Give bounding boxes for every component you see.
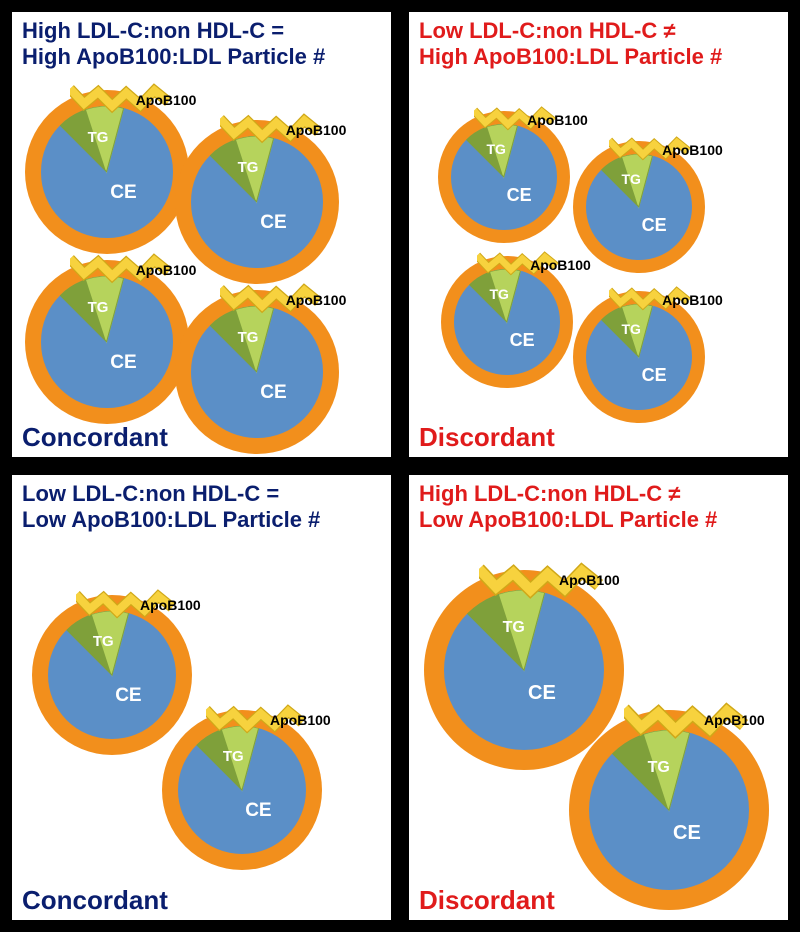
- tg-region: [48, 611, 176, 739]
- tg-label: TG: [621, 321, 640, 337]
- panel-discordant-low-ldlc: Low LDL-C:non HDL-C ≠ High ApoB100:LDL P…: [403, 6, 794, 463]
- panel-footer: Discordant: [419, 885, 555, 916]
- tg-label: TG: [88, 299, 109, 316]
- particle-inner: CE TG: [41, 276, 172, 407]
- apob-label: ApoB100: [662, 292, 723, 308]
- heading-line-2: Low ApoB100:LDL Particle #: [22, 507, 385, 533]
- particle-inner: CE TG: [451, 124, 557, 230]
- heading-line-2: High ApoB100:LDL Particle #: [22, 44, 385, 70]
- ce-label: CE: [528, 682, 556, 705]
- tg-label: TG: [621, 171, 640, 187]
- ce-label: CE: [510, 330, 535, 351]
- ldl-particle: CETGApoB100: [438, 111, 570, 243]
- panel-heading: High LDL-C:non HDL-C ≠ Low ApoB100:LDL P…: [419, 481, 782, 534]
- ce-label: CE: [507, 185, 532, 206]
- panel-footer: Concordant: [22, 885, 168, 916]
- apob-label: ApoB100: [559, 572, 620, 588]
- tg-label: TG: [88, 129, 109, 146]
- ce-label: CE: [260, 382, 286, 404]
- diagram-grid: High LDL-C:non HDL-C = High ApoB100:LDL …: [0, 0, 800, 932]
- ce-label: CE: [260, 212, 286, 234]
- apob-label: ApoB100: [286, 122, 347, 138]
- tg-label: TG: [503, 619, 525, 637]
- particle-inner: CE TG: [48, 611, 176, 739]
- panel-heading: Low LDL-C:non HDL-C = Low ApoB100:LDL Pa…: [22, 481, 385, 534]
- ldl-particle: CE TG ApoB100: [569, 710, 769, 910]
- tg-region: [191, 306, 322, 437]
- particle-inner: CE TG: [589, 730, 749, 890]
- ldl-particle: CETGApoB100: [175, 290, 339, 454]
- particle-inner: CE TG: [586, 154, 692, 260]
- tg-region: [41, 276, 172, 407]
- apob-label: ApoB100: [270, 712, 331, 728]
- tg-label: TG: [223, 748, 244, 765]
- ldl-particle: CETGApoB100: [573, 291, 705, 423]
- particle-inner: CE TG: [41, 106, 172, 237]
- apob-label: ApoB100: [530, 257, 591, 273]
- tg-region: [178, 726, 306, 854]
- tg-region: [589, 730, 749, 890]
- ce-label: CE: [642, 215, 667, 236]
- tg-region: [191, 136, 322, 267]
- apob-label: ApoB100: [662, 142, 723, 158]
- heading-line-1: High LDL-C:non HDL-C ≠: [419, 481, 782, 507]
- apob-label: ApoB100: [527, 112, 588, 128]
- apob-label: ApoB100: [136, 92, 197, 108]
- panel-concordant-low: Low LDL-C:non HDL-C = Low ApoB100:LDL Pa…: [6, 469, 397, 926]
- tg-label: TG: [238, 329, 259, 346]
- ldl-particle: CETGApoB100: [175, 120, 339, 284]
- heading-line-1: Low LDL-C:non HDL-C ≠: [419, 18, 782, 44]
- heading-line-2: Low ApoB100:LDL Particle #: [419, 507, 782, 533]
- ce-label: CE: [245, 800, 271, 822]
- apob-label: ApoB100: [286, 292, 347, 308]
- ce-label: CE: [115, 685, 141, 707]
- tg-label: TG: [486, 141, 505, 157]
- heading-line-1: Low LDL-C:non HDL-C =: [22, 481, 385, 507]
- heading-line-1: High LDL-C:non HDL-C =: [22, 18, 385, 44]
- panel-discordant-high-ldlc: High LDL-C:non HDL-C ≠ Low ApoB100:LDL P…: [403, 469, 794, 926]
- tg-label: TG: [489, 286, 508, 302]
- ldl-particle: CETGApoB100: [441, 256, 573, 388]
- tg-region: [41, 106, 172, 237]
- heading-line-2: High ApoB100:LDL Particle #: [419, 44, 782, 70]
- ldl-particle: CETGApoB100: [25, 90, 189, 254]
- particle-inner: CE TG: [191, 306, 322, 437]
- ldl-particle: CETGApoB100: [573, 141, 705, 273]
- panel-footer: Discordant: [419, 422, 555, 453]
- apob-label: ApoB100: [136, 262, 197, 278]
- particle-inner: CE TG: [586, 304, 692, 410]
- ldl-particle: CETGApoB100: [25, 260, 189, 424]
- tg-label: TG: [648, 759, 670, 777]
- panel-concordant-high: High LDL-C:non HDL-C = High ApoB100:LDL …: [6, 6, 397, 463]
- apob-label: ApoB100: [140, 597, 201, 613]
- panel-heading: High LDL-C:non HDL-C = High ApoB100:LDL …: [22, 18, 385, 71]
- particle-inner: CE TG: [454, 269, 560, 375]
- particle-inner: CE TG: [178, 726, 306, 854]
- tg-label: TG: [238, 159, 259, 176]
- ce-label: CE: [110, 352, 136, 374]
- particle-inner: CE TG: [191, 136, 322, 267]
- ce-label: CE: [110, 182, 136, 204]
- ce-label: CE: [642, 365, 667, 386]
- tg-label: TG: [93, 633, 114, 650]
- panel-heading: Low LDL-C:non HDL-C ≠ High ApoB100:LDL P…: [419, 18, 782, 71]
- panel-footer: Concordant: [22, 422, 168, 453]
- ce-label: CE: [673, 822, 701, 845]
- ldl-particle: CETGApoB100: [162, 710, 322, 870]
- apob-label: ApoB100: [704, 712, 765, 728]
